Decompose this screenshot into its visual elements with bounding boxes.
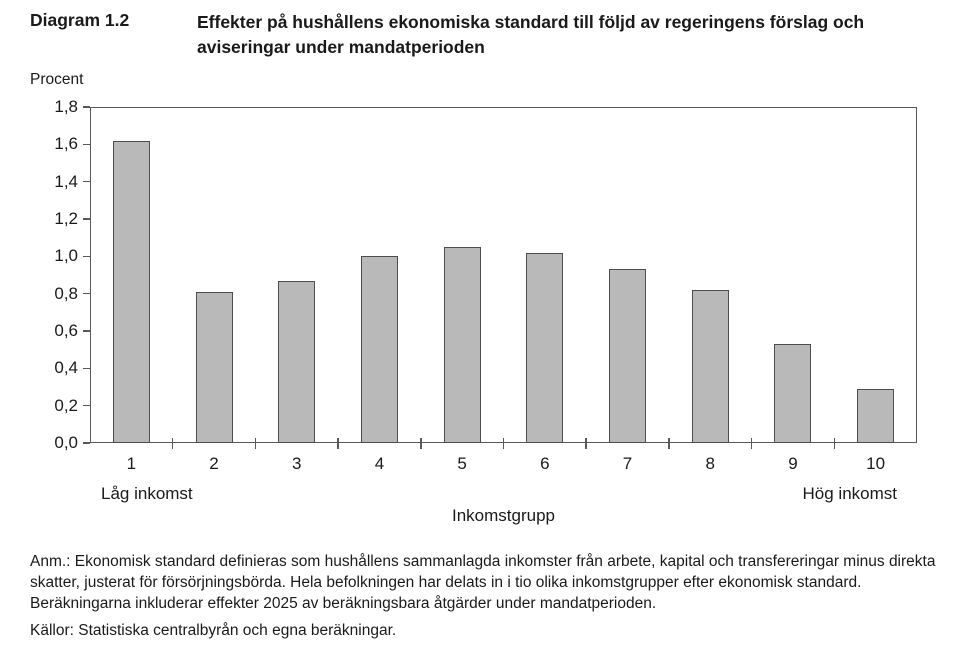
x-tick-label: 8 [705, 454, 715, 473]
x-tick-label: 5 [457, 454, 467, 473]
bar-income-group-3 [278, 280, 316, 443]
bar-income-group-8 [691, 289, 729, 443]
x-axis-title: Inkomstgrupp [452, 506, 555, 525]
x-tick-mark [171, 438, 174, 449]
x-tick-label: 3 [292, 454, 302, 473]
y-tick-label: 1,6 [54, 134, 78, 154]
x-tick-label: 10 [866, 454, 886, 473]
bar-income-group-7 [609, 269, 647, 443]
y-tick-label: 0,8 [54, 283, 78, 303]
y-tick-mark [83, 330, 90, 332]
y-tick-mark [83, 442, 90, 444]
x-axis-high-income-label: Hög inkomst [802, 484, 897, 503]
bar-income-group-10 [857, 388, 895, 443]
y-tick-mark [83, 218, 90, 220]
bar-income-group-9 [774, 344, 812, 443]
bar-income-group-2 [195, 291, 233, 443]
x-tick-mark [585, 438, 587, 449]
y-tick-mark [83, 367, 90, 370]
y-tick-label: 0,2 [54, 395, 78, 415]
y-tick-label: 1,0 [54, 246, 78, 266]
y-tick-mark [83, 143, 90, 146]
x-tick-mark [750, 438, 753, 449]
x-tick-mark [668, 438, 670, 449]
x-tick-mark [502, 438, 505, 449]
y-tick-label: 1,2 [54, 209, 78, 228]
y-tick-mark [83, 292, 90, 295]
note-text: Anm.: Ekonomisk standard definieras som … [30, 553, 936, 612]
x-tick-label: 9 [788, 454, 798, 473]
sources-text: Källor: Statistiska centralbyrån och egn… [30, 622, 397, 639]
y-tick-label: 0,0 [54, 433, 78, 452]
x-tick-label: 7 [622, 454, 633, 473]
x-tick-mark [337, 438, 339, 449]
x-tick-label: 1 [126, 454, 137, 473]
diagram-title: Effekter på hushållens ekonomiska standa… [197, 12, 865, 57]
y-tick-label: 0,4 [54, 358, 78, 378]
y-tick-mark [83, 106, 90, 108]
diagram-number-label: Diagram 1.2 [30, 10, 130, 30]
y-tick-mark [83, 404, 90, 407]
y-tick-mark [83, 255, 90, 258]
bar-income-group-4 [360, 256, 398, 443]
y-tick-label: 1,8 [54, 97, 78, 116]
x-axis-low-income-label: Låg inkomst [101, 484, 193, 503]
y-tick-label: 0,6 [54, 321, 78, 340]
x-tick-mark [833, 438, 836, 449]
y-tick-mark [83, 180, 90, 183]
y-axis-unit-label: Procent [30, 71, 84, 88]
x-tick-mark [254, 438, 257, 449]
y-tick-label: 1,4 [54, 171, 78, 191]
x-tick-label: 4 [374, 454, 385, 473]
x-tick-mark [420, 438, 422, 449]
x-tick-label: 2 [209, 454, 219, 473]
bar-income-group-5 [443, 247, 481, 443]
bar-income-group-1 [112, 140, 150, 443]
bar-income-group-6 [526, 252, 564, 443]
x-tick-label: 6 [540, 454, 550, 473]
